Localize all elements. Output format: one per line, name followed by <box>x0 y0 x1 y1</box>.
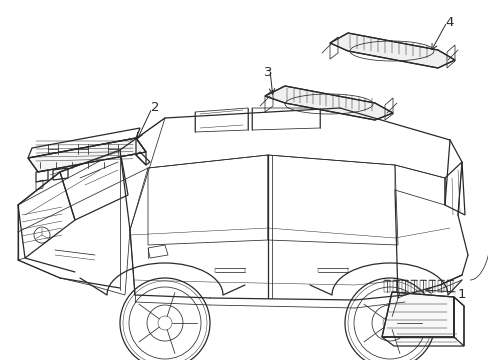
Text: 1: 1 <box>457 288 465 301</box>
Polygon shape <box>381 292 453 337</box>
Text: 2: 2 <box>150 102 159 114</box>
Polygon shape <box>264 86 392 120</box>
Polygon shape <box>28 138 146 172</box>
Text: 3: 3 <box>263 66 272 78</box>
Text: 4: 4 <box>445 15 453 28</box>
Polygon shape <box>329 33 454 68</box>
